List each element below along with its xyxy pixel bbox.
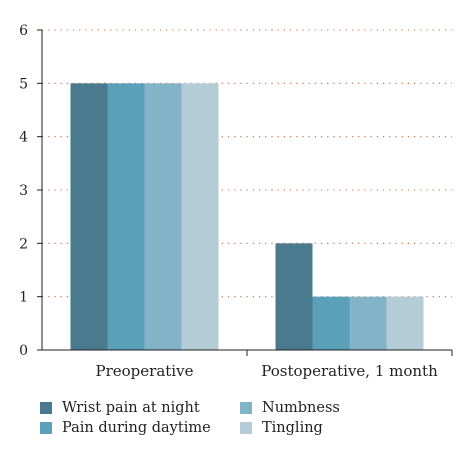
axes	[37, 29, 453, 356]
y-tick-label: 5	[19, 76, 28, 92]
legend-swatch	[240, 402, 252, 414]
x-category-labels: Preoperative Postoperative, 1 month	[96, 362, 439, 380]
legend-item-tingling: Tingling	[240, 420, 323, 436]
legend-swatch	[240, 422, 252, 434]
y-tick-label: 1	[19, 290, 28, 306]
y-tick-label: 4	[19, 130, 28, 146]
bar	[275, 243, 313, 350]
bar	[70, 83, 108, 350]
bar	[181, 83, 219, 350]
y-tick-label: 0	[19, 343, 28, 359]
x-category-label: Preoperative	[96, 362, 194, 380]
bar-chart: 0 1 2 3 4 5 6 Preoperative Postoperative, 1 mon…	[19, 23, 453, 380]
legend-label: Wrist pain at night	[62, 400, 200, 416]
y-tick-label: 6	[19, 23, 28, 39]
legend: Wrist pain at night Pain during daytime …	[40, 396, 460, 446]
bars	[70, 83, 424, 350]
x-category-label: Postoperative, 1 month	[261, 362, 438, 380]
y-tick-label: 3	[19, 183, 28, 199]
bar	[144, 83, 182, 350]
legend-swatch	[40, 402, 52, 414]
legend-item-wrist-pain-at-night: Wrist pain at night	[40, 400, 200, 416]
legend-item-pain-during-daytime: Pain during daytime	[40, 420, 211, 436]
legend-label: Numbness	[262, 400, 340, 416]
y-tick-labels: 0 1 2 3 4 5 6	[19, 23, 28, 359]
y-tick-label: 2	[19, 236, 28, 252]
bar	[386, 296, 424, 350]
bar	[312, 296, 350, 350]
legend-label: Tingling	[262, 420, 323, 436]
legend-swatch	[40, 422, 52, 434]
legend-item-numbness: Numbness	[240, 400, 340, 416]
legend-label: Pain during daytime	[62, 420, 211, 436]
bar	[107, 83, 145, 350]
bar	[349, 296, 387, 350]
